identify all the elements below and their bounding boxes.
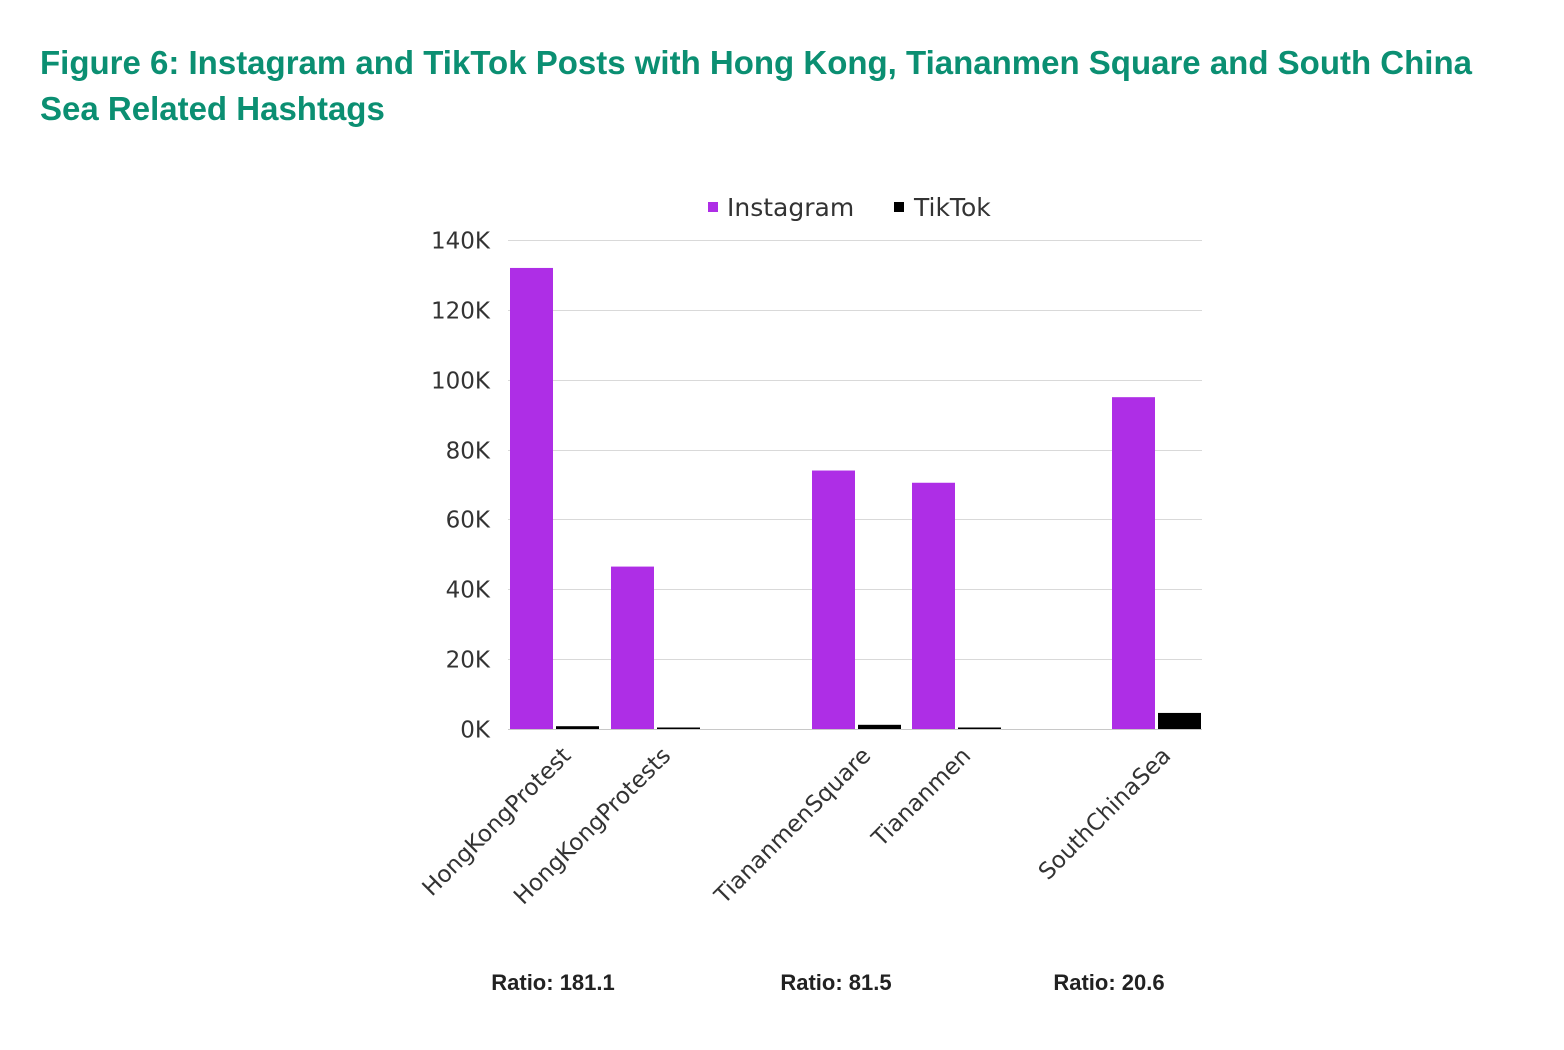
- y-axis-ticks: 0K 20K 40K 60K 80K 100K 120K 140K: [431, 229, 491, 744]
- bar-instagram-southchinasea: [1112, 397, 1155, 729]
- y-tick-label: 0K: [460, 718, 491, 744]
- y-tick-label: 140K: [431, 229, 491, 255]
- y-tick-label: 80K: [446, 439, 491, 465]
- y-tick-label: 120K: [431, 299, 491, 325]
- bar-instagram-hongkongprotest: [510, 267, 553, 729]
- legend-label-tiktok: TikTok: [913, 193, 991, 222]
- x-category-label: SouthChinaSea: [1034, 743, 1176, 885]
- ratio-label: Ratio: 20.6: [1053, 970, 1164, 995]
- bar-tiktok-tiananmensquare: [858, 724, 901, 729]
- ratio-label: Ratio: 181.1: [491, 970, 615, 995]
- y-tick-label: 20K: [446, 648, 491, 674]
- y-tick-label: 40K: [446, 578, 491, 604]
- bar-instagram-tiananmen: [912, 482, 955, 729]
- x-category-label: TiananmenSquare: [709, 743, 876, 910]
- y-tick-label: 60K: [446, 508, 491, 534]
- legend: Instagram TikTok: [708, 193, 991, 222]
- bar-tiktok-hongkongprotests: [657, 727, 700, 729]
- y-tick-label: 100K: [431, 369, 491, 395]
- bar-instagram-hongkongprotests: [611, 566, 654, 729]
- figure-title: Figure 6: Instagram and TikTok Posts wit…: [40, 44, 1472, 127]
- bar-tiktok-tiananmen: [958, 727, 1001, 729]
- legend-swatch-instagram: [708, 202, 718, 212]
- legend-label-instagram: Instagram: [727, 193, 854, 222]
- bars: [510, 267, 1201, 729]
- bar-tiktok-hongkongprotest: [556, 726, 599, 729]
- legend-swatch-tiktok: [894, 202, 904, 212]
- bar-instagram-tiananmensquare: [812, 470, 855, 729]
- ratio-label: Ratio: 81.5: [780, 970, 891, 995]
- x-category-label: Tiananmen: [866, 743, 976, 853]
- ratio-labels: Ratio: 181.1 Ratio: 81.5 Ratio: 20.6: [491, 970, 1164, 995]
- bar-tiktok-southchinasea: [1158, 712, 1201, 729]
